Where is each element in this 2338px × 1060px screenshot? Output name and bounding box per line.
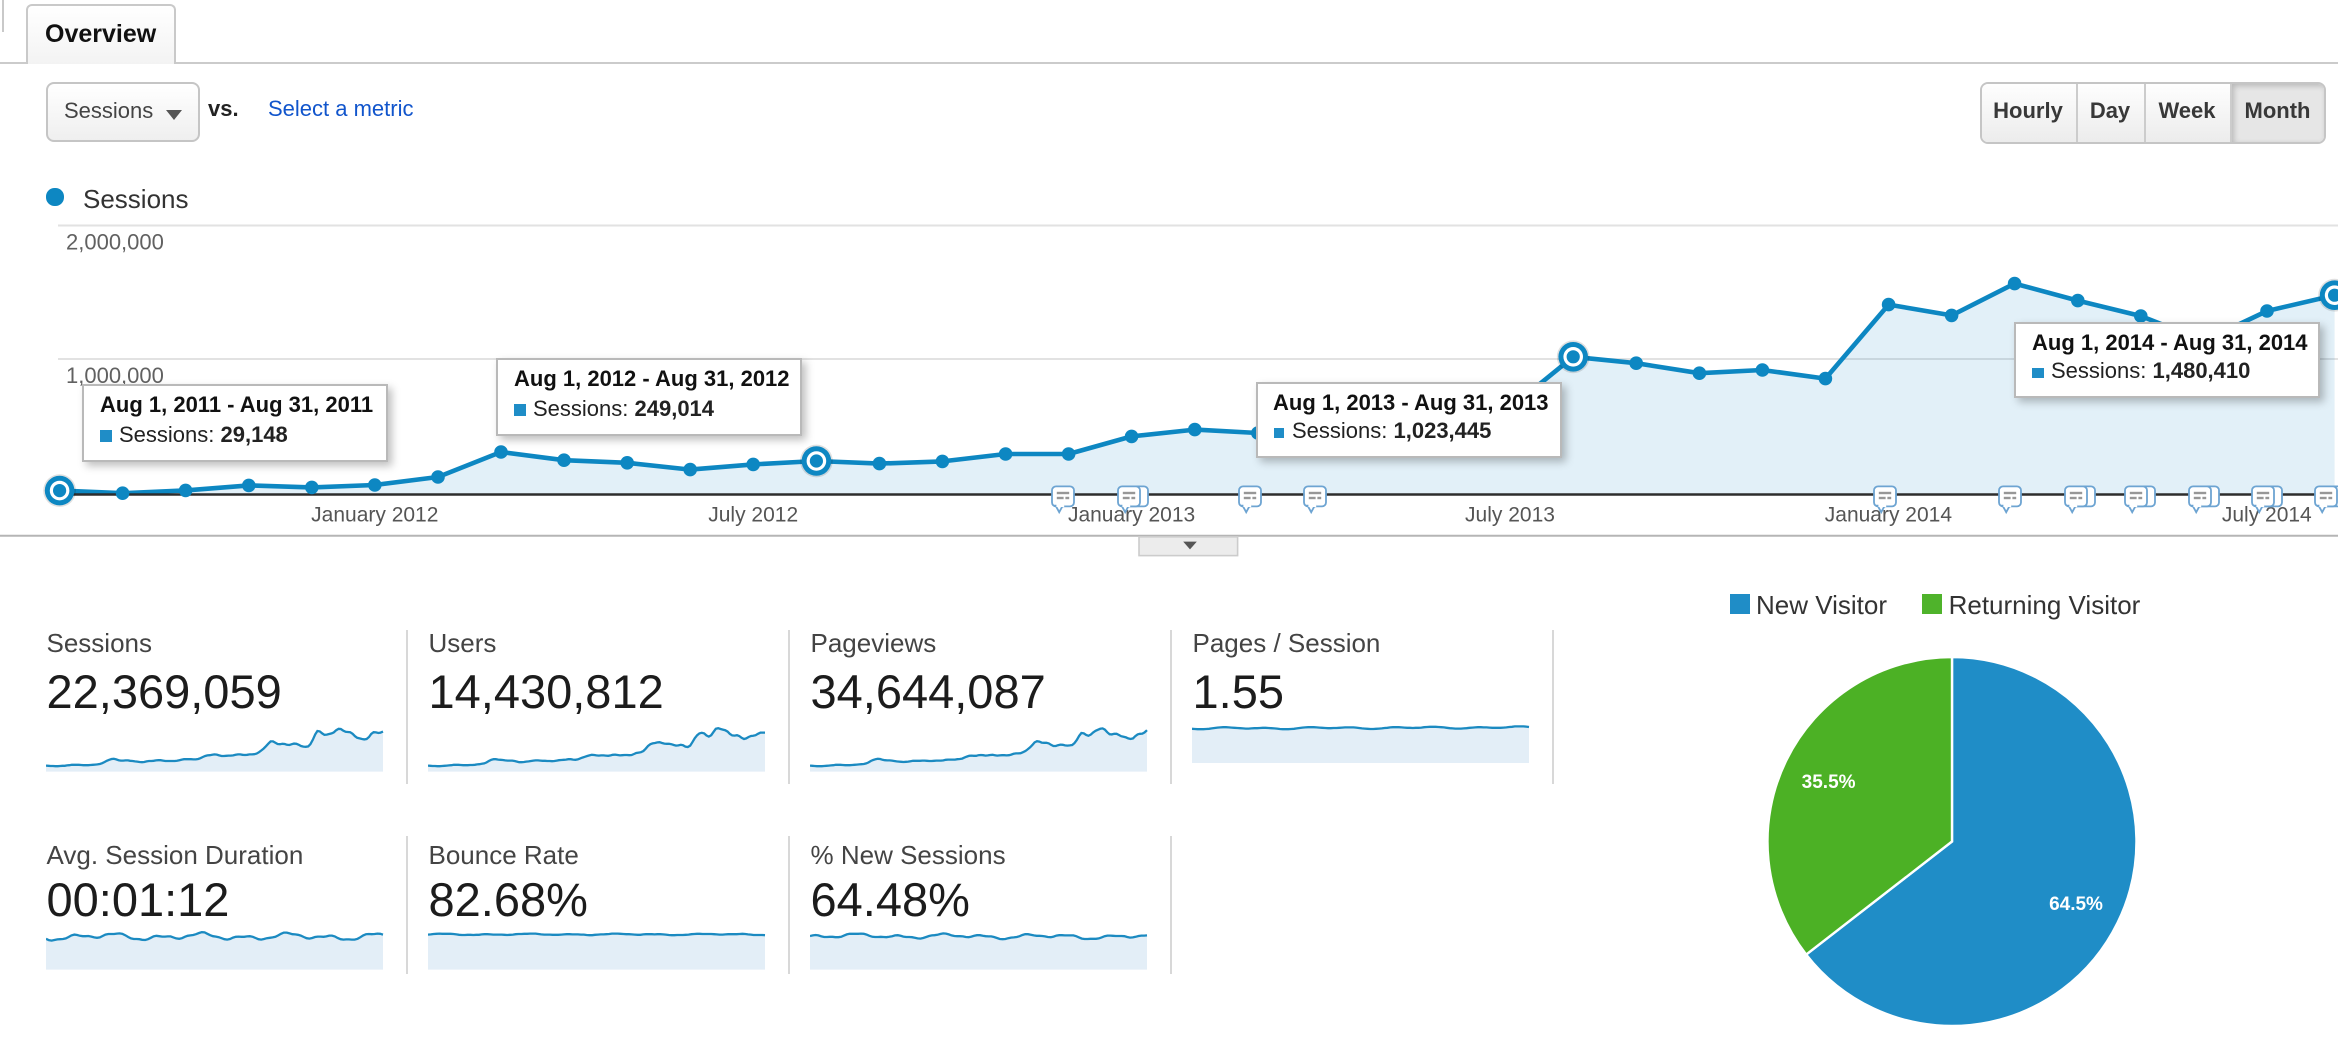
svg-text:January 2012: January 2012 xyxy=(311,504,438,527)
svg-text:July 2012: July 2012 xyxy=(708,504,798,527)
svg-text:35.5%: 35.5% xyxy=(1802,772,1856,793)
svg-text:July 2014: July 2014 xyxy=(2222,504,2312,527)
svg-text:1,000,000: 1,000,000 xyxy=(66,363,164,388)
svg-text:July 2013: July 2013 xyxy=(1465,504,1555,527)
svg-text:64.5%: 64.5% xyxy=(2049,894,2103,915)
svg-text:2,000,000: 2,000,000 xyxy=(66,230,164,255)
svg-text:January 2014: January 2014 xyxy=(1825,504,1953,527)
svg-text:January 2013: January 2013 xyxy=(1068,504,1195,527)
